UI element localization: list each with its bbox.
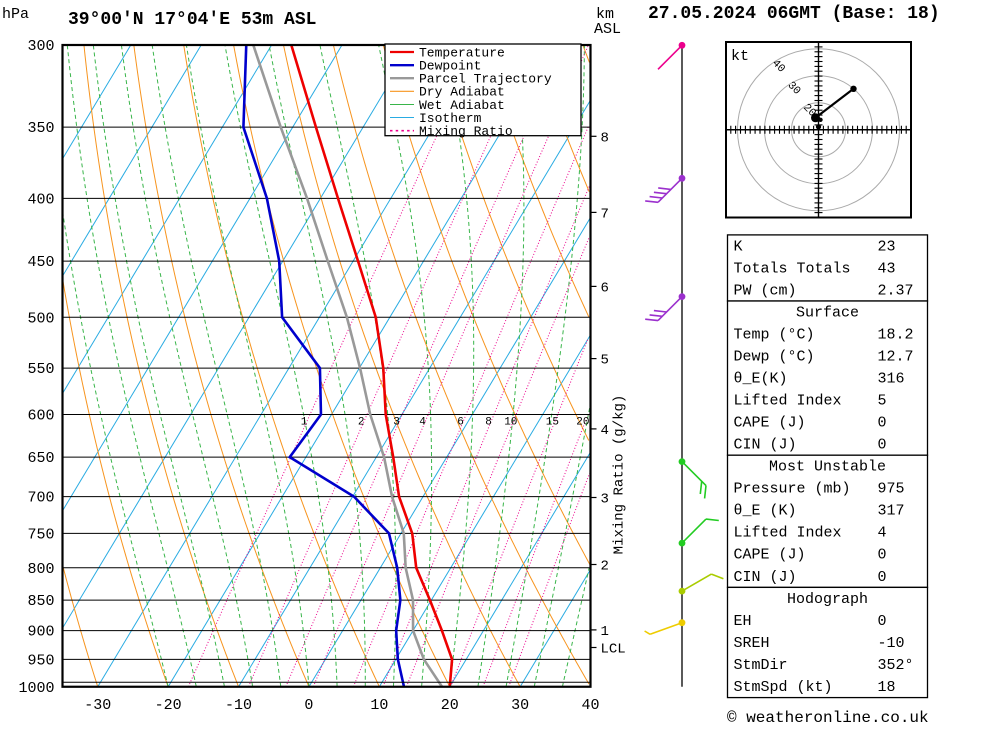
svg-text:StmDir: StmDir (734, 657, 788, 674)
svg-text:300: 300 (27, 38, 54, 55)
svg-text:Dewp (°C): Dewp (°C) (734, 349, 815, 366)
svg-text:650: 650 (27, 450, 54, 467)
svg-text:39°00'N 17°04'E 53m ASL: 39°00'N 17°04'E 53m ASL (68, 10, 316, 30)
svg-text:LCL: LCL (601, 642, 626, 658)
svg-text:Lifted Index: Lifted Index (734, 525, 842, 542)
svg-text:600: 600 (27, 408, 54, 425)
svg-text:Totals Totals: Totals Totals (734, 260, 851, 277)
svg-text:K: K (734, 238, 743, 255)
svg-text:450: 450 (27, 254, 54, 271)
svg-text:Surface: Surface (796, 304, 859, 321)
svg-text:750: 750 (27, 526, 54, 543)
svg-text:CIN (J): CIN (J) (734, 569, 797, 586)
svg-text:EH: EH (734, 613, 752, 630)
svg-text:kt: kt (731, 48, 749, 65)
svg-text:Mixing Ratio: Mixing Ratio (419, 124, 513, 139)
svg-text:ASL: ASL (594, 21, 621, 38)
svg-text:23: 23 (878, 238, 896, 255)
svg-text:StmSpd (kt): StmSpd (kt) (734, 679, 833, 696)
svg-text:Mixing Ratio (g/kg): Mixing Ratio (g/kg) (612, 395, 628, 555)
svg-text:-20: -20 (155, 697, 182, 714)
svg-text:Lifted Index: Lifted Index (734, 393, 842, 410)
svg-text:40: 40 (581, 697, 599, 714)
svg-text:4: 4 (878, 525, 887, 542)
svg-text:CAPE (J): CAPE (J) (734, 547, 806, 564)
svg-text:-30: -30 (84, 697, 111, 714)
svg-text:hPa: hPa (2, 6, 29, 23)
svg-text:20: 20 (441, 697, 459, 714)
svg-text:-10: -10 (878, 635, 905, 652)
svg-text:1: 1 (301, 417, 308, 429)
svg-text:0: 0 (878, 415, 887, 432)
svg-text:0: 0 (878, 613, 887, 630)
svg-text:Most Unstable: Most Unstable (769, 459, 886, 476)
svg-text:352°: 352° (878, 657, 914, 674)
svg-text:700: 700 (27, 490, 54, 507)
svg-text:Temp (°C): Temp (°C) (734, 326, 815, 343)
svg-text:CAPE (J): CAPE (J) (734, 415, 806, 432)
svg-text:15: 15 (546, 417, 559, 429)
svg-text:7: 7 (601, 206, 609, 222)
svg-text:0: 0 (878, 547, 887, 564)
svg-text:2.37: 2.37 (878, 282, 914, 299)
svg-text:0: 0 (878, 569, 887, 586)
svg-text:950: 950 (27, 652, 54, 669)
svg-text:Hodograph: Hodograph (787, 591, 868, 608)
svg-text:10: 10 (370, 697, 388, 714)
svg-text:900: 900 (27, 624, 54, 641)
svg-text:3: 3 (601, 492, 609, 508)
svg-text:8: 8 (485, 417, 492, 429)
svg-text:-10: -10 (225, 697, 252, 714)
svg-text:350: 350 (27, 120, 54, 137)
svg-text:2: 2 (601, 559, 609, 575)
svg-text:θ_E(K): θ_E(K) (734, 371, 788, 388)
svg-text:Pressure (mb): Pressure (mb) (734, 481, 851, 498)
svg-text:316: 316 (878, 371, 905, 388)
svg-text:43: 43 (878, 260, 896, 277)
svg-text:6: 6 (601, 280, 609, 296)
svg-text:550: 550 (27, 361, 54, 378)
svg-text:6: 6 (457, 417, 464, 429)
svg-text:CIN (J): CIN (J) (734, 437, 797, 454)
svg-text:18.2: 18.2 (878, 326, 914, 343)
svg-text:8: 8 (601, 130, 609, 146)
svg-text:500: 500 (27, 310, 54, 327)
svg-text:2: 2 (358, 417, 365, 429)
svg-text:0: 0 (304, 697, 313, 714)
svg-text:317: 317 (878, 503, 905, 520)
svg-text:SREH: SREH (734, 635, 770, 652)
svg-text:θ_E (K): θ_E (K) (734, 503, 797, 520)
svg-text:27.05.2024 06GMT (Base: 18): 27.05.2024 06GMT (Base: 18) (648, 4, 940, 24)
svg-text:975: 975 (878, 481, 905, 498)
svg-text:12.7: 12.7 (878, 349, 914, 366)
svg-text:10: 10 (504, 417, 517, 429)
svg-text:1: 1 (601, 624, 609, 640)
svg-text:1000: 1000 (18, 680, 54, 697)
svg-text:4: 4 (601, 423, 609, 439)
svg-text:© weatheronline.co.uk: © weatheronline.co.uk (727, 709, 929, 727)
svg-text:PW (cm): PW (cm) (734, 282, 797, 299)
svg-text:20: 20 (576, 417, 589, 429)
svg-text:18: 18 (878, 679, 896, 696)
svg-text:800: 800 (27, 561, 54, 578)
svg-text:4: 4 (419, 417, 426, 429)
svg-text:400: 400 (27, 191, 54, 208)
svg-text:3: 3 (393, 417, 400, 429)
svg-text:5: 5 (878, 393, 887, 410)
svg-text:0: 0 (878, 437, 887, 454)
svg-text:5: 5 (601, 353, 609, 369)
svg-text:850: 850 (27, 593, 54, 610)
svg-text:30: 30 (511, 697, 529, 714)
